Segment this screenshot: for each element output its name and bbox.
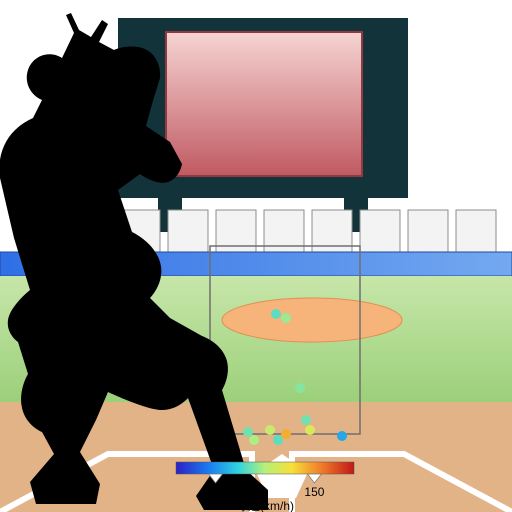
pitch-marker xyxy=(249,435,259,445)
pitch-marker xyxy=(271,309,281,319)
stand-column xyxy=(168,210,208,252)
pitchers-mound xyxy=(222,298,402,342)
pitch-chart-stage: 100 150 球速(km/h) xyxy=(0,0,512,512)
pitch-marker xyxy=(295,383,305,393)
pitch-marker xyxy=(273,435,283,445)
pitch-marker xyxy=(305,425,315,435)
colorbar-tick-label: 100 xyxy=(206,485,226,499)
pitch-marker xyxy=(265,425,275,435)
pitch-marker xyxy=(301,415,311,425)
colorbar-tick-label: 150 xyxy=(304,485,324,499)
colorbar xyxy=(176,462,354,474)
pitch-marker xyxy=(337,431,347,441)
colorbar-axis-label: 球速(km/h) xyxy=(236,499,294,512)
pitch-marker xyxy=(243,427,253,437)
pitch-chart-svg: 100 150 球速(km/h) xyxy=(0,0,512,512)
pitch-marker xyxy=(281,313,291,323)
stand-column xyxy=(360,210,400,252)
stand-column xyxy=(456,210,496,252)
scoreboard-screen xyxy=(166,32,362,176)
stand-column xyxy=(408,210,448,252)
pitch-marker xyxy=(281,429,291,439)
